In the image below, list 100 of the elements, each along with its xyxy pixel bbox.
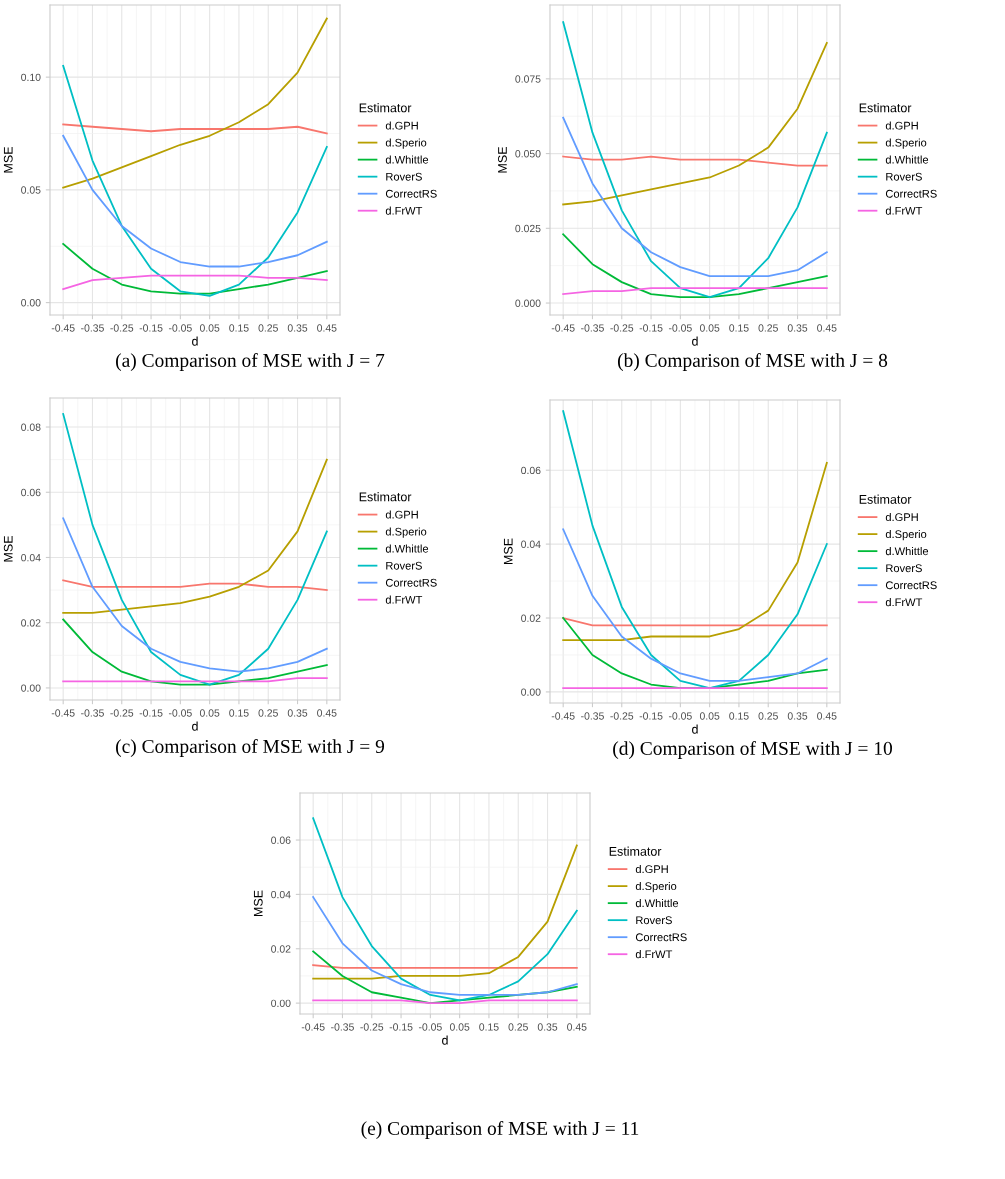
x-tick-label: 0.05 bbox=[699, 324, 720, 332]
x-tick-label: 0.05 bbox=[449, 1023, 470, 1031]
x-tick-label: -0.25 bbox=[110, 324, 134, 332]
line-series bbox=[62, 123, 328, 135]
x-tick-label: -0.15 bbox=[639, 324, 663, 332]
x-tick-label: -0.35 bbox=[81, 709, 104, 717]
legend-label: d.Sperio bbox=[635, 881, 677, 893]
x-tick-label: 0.15 bbox=[229, 324, 249, 332]
x-tick-label: -0.35 bbox=[581, 712, 604, 720]
x-tick-label: 0.35 bbox=[787, 712, 808, 720]
y-axis-title: MSE bbox=[3, 146, 13, 173]
x-tick-label: 0.05 bbox=[699, 712, 720, 720]
x-tick-label: -0.35 bbox=[81, 324, 104, 332]
x-tick-label: -0.05 bbox=[168, 709, 192, 717]
legend-label: d.Whittle bbox=[385, 544, 429, 553]
legend-label: d.Sperio bbox=[885, 529, 927, 541]
line-series bbox=[562, 155, 828, 167]
legend-label: RoverS bbox=[386, 172, 422, 181]
y-tick-label: 0.02 bbox=[271, 945, 291, 953]
x-tick-label: -0.25 bbox=[360, 1023, 384, 1031]
x-tick-label: 0.35 bbox=[787, 324, 808, 332]
y-tick-label: 0.04 bbox=[521, 540, 541, 548]
line-series bbox=[62, 17, 328, 189]
legend-label: d.Whittle bbox=[385, 155, 429, 164]
text: (a) Comparison of MSE with J = 7 bbox=[116, 353, 385, 371]
legend-label: d.Sperio bbox=[385, 527, 427, 538]
legend-label: d.FrWT bbox=[385, 595, 423, 604]
x-tick-label: 0.35 bbox=[537, 1023, 558, 1031]
legend-label: d.GPH bbox=[885, 512, 918, 522]
y-tick-label: 0.06 bbox=[21, 488, 41, 497]
y-axis-title: MSE bbox=[503, 538, 513, 565]
legend-label: d.GPH bbox=[385, 121, 418, 130]
legend-label: d.GPH bbox=[885, 121, 918, 130]
x-tick-label: -0.05 bbox=[668, 324, 692, 332]
y-axis-title: MSE bbox=[253, 890, 263, 917]
y-tick-label: 0.06 bbox=[521, 466, 541, 475]
x-tick-label: 0.45 bbox=[567, 1023, 587, 1031]
y-tick-label: 0.00 bbox=[21, 684, 41, 692]
line-series bbox=[62, 618, 328, 686]
y-tick-label: 0.050 bbox=[515, 150, 541, 158]
line-series bbox=[562, 461, 828, 642]
y-axis-title: MSE bbox=[498, 146, 507, 173]
legend-label: CorrectRS bbox=[635, 933, 687, 942]
legend-title: Estimator bbox=[859, 103, 912, 113]
x-tick-label: -0.15 bbox=[139, 709, 163, 717]
y-tick-label: 0.05 bbox=[21, 186, 41, 194]
x-tick-label: 0.45 bbox=[317, 709, 337, 717]
legend-label: RoverS bbox=[886, 564, 922, 573]
legend-label: d.Whittle bbox=[885, 155, 929, 164]
line-series bbox=[562, 233, 828, 298]
legend-label: d.GPH bbox=[635, 864, 668, 874]
x-axis-title: d bbox=[192, 721, 198, 731]
x-axis-title: d bbox=[692, 724, 698, 734]
x-tick-label: -0.15 bbox=[639, 712, 663, 720]
legend-label: d.Whittle bbox=[635, 898, 679, 908]
x-tick-label: -0.35 bbox=[331, 1023, 354, 1031]
legend-label: d.Sperio bbox=[385, 138, 427, 149]
legend-title: Estimator bbox=[359, 492, 412, 502]
x-axis-title: d bbox=[192, 336, 198, 346]
x-tick-label: 0.15 bbox=[479, 1023, 499, 1031]
x-axis-title: d bbox=[692, 336, 698, 346]
line-series bbox=[62, 64, 328, 297]
x-tick-label: 0.25 bbox=[258, 324, 278, 332]
legend-label: CorrectRS bbox=[385, 189, 437, 198]
legend-label: RoverS bbox=[636, 916, 672, 925]
x-tick-label: 0.15 bbox=[229, 709, 249, 717]
y-tick-label: 0.02 bbox=[21, 619, 41, 627]
x-tick-label: -0.35 bbox=[581, 324, 604, 332]
text: (c) Comparison of MSE with J = 9 bbox=[116, 739, 385, 757]
legend-title: Estimator bbox=[359, 103, 412, 113]
x-tick-label: 0.25 bbox=[258, 709, 278, 717]
legend-label: d.FrWT bbox=[385, 206, 423, 215]
legend-label: CorrectRS bbox=[885, 189, 937, 198]
text: (d) Comparison of MSE with J = 10 bbox=[613, 741, 892, 759]
y-tick-label: 0.02 bbox=[521, 614, 541, 622]
y-tick-label: 0.08 bbox=[21, 423, 41, 431]
x-tick-label: 0.25 bbox=[758, 712, 778, 720]
y-tick-label: 0.00 bbox=[21, 299, 41, 307]
x-tick-label: -0.45 bbox=[51, 324, 75, 332]
line-series bbox=[562, 21, 828, 298]
legend-label: d.FrWT bbox=[885, 598, 923, 607]
line-series bbox=[312, 844, 578, 980]
x-tick-label: -0.05 bbox=[168, 324, 192, 332]
line-series bbox=[62, 274, 328, 290]
legend-label: d.GPH bbox=[385, 510, 418, 519]
legend-label: d.Whittle bbox=[885, 546, 929, 556]
x-tick-label: -0.25 bbox=[110, 709, 134, 717]
y-axis-title: MSE bbox=[3, 535, 13, 562]
line-series bbox=[562, 410, 828, 690]
legend-label: CorrectRS bbox=[885, 581, 937, 590]
y-tick-label: 0.10 bbox=[21, 73, 41, 82]
legend-title: Estimator bbox=[609, 846, 662, 856]
x-tick-label: -0.45 bbox=[51, 709, 75, 717]
text: (e) Comparison of MSE with J = 11 bbox=[361, 1121, 639, 1139]
x-tick-label: 0.35 bbox=[287, 709, 308, 717]
y-tick-label: 0.00 bbox=[521, 688, 541, 696]
x-tick-label: 0.15 bbox=[729, 324, 749, 332]
line-series bbox=[62, 458, 328, 614]
legend-label: CorrectRS bbox=[385, 578, 437, 587]
x-tick-label: 0.35 bbox=[287, 324, 308, 332]
